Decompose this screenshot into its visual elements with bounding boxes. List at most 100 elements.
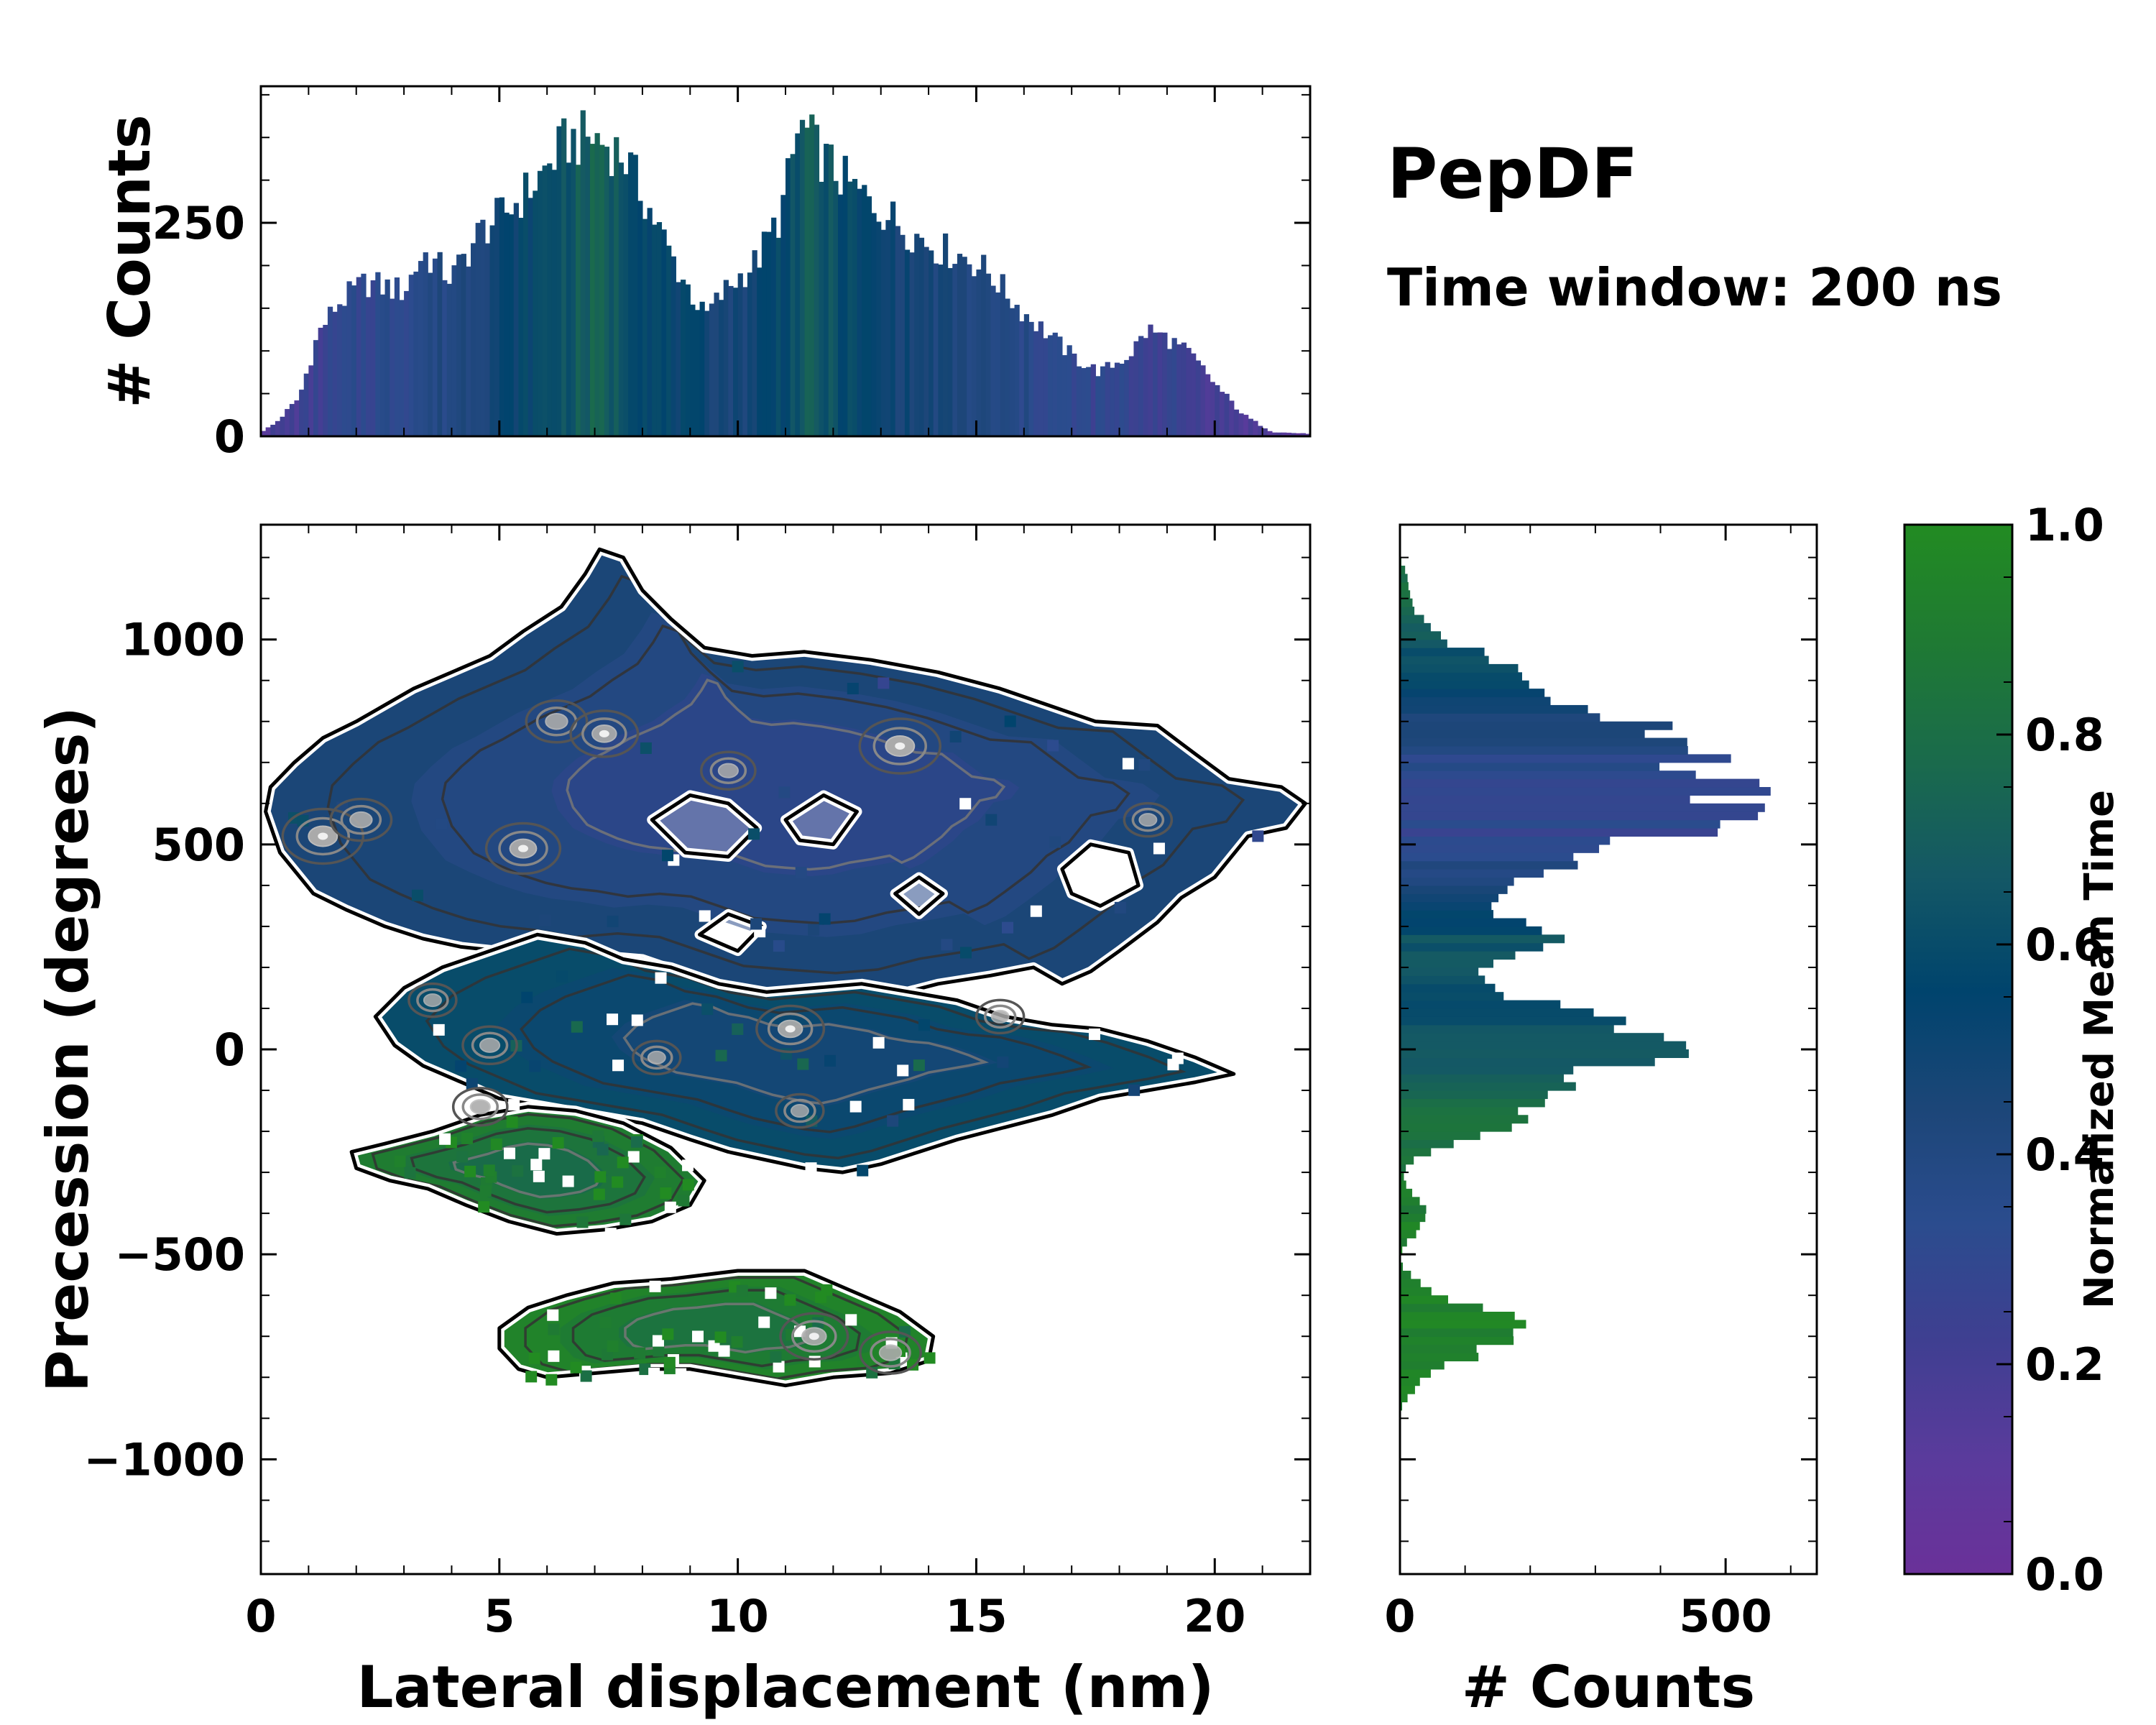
map-pixel [918, 1019, 930, 1031]
top-histogram-bar [1043, 338, 1049, 436]
top-histogram-bar [484, 243, 491, 436]
right-histogram-bar [1400, 1008, 1594, 1017]
right-histogram-xtick-label: 500 [1679, 1590, 1772, 1642]
right-histogram-bar [1400, 1221, 1420, 1230]
main-2d-map-panel: 0 5 10 15 20 −1000 −500 0 500 1000 Lateral displac… [34, 523, 1312, 1721]
top-histogram-bar [509, 214, 515, 436]
top-histogram-bar [370, 280, 376, 436]
density-peak-contour [461, 1025, 518, 1066]
map-pixel [887, 1115, 899, 1127]
top-histogram-bar [1072, 353, 1077, 436]
density-peak-contour [407, 982, 458, 1018]
map-pixel [627, 1151, 640, 1163]
top-histogram-bar [747, 272, 753, 436]
map-pixel [714, 1331, 727, 1343]
top-histogram-bar [690, 304, 696, 436]
map-pixel [654, 1167, 666, 1179]
right-histogram-bar [1400, 877, 1514, 886]
top-histogram-bar [1205, 374, 1211, 436]
main-2d-map-ytick-label: −1000 [83, 1433, 245, 1486]
map-pixel [394, 1155, 406, 1167]
right-histogram-bar [1400, 942, 1544, 952]
right-histogram-bar [1400, 910, 1494, 919]
top-histogram-bar [971, 276, 977, 436]
top-histogram-bar [1286, 433, 1292, 436]
right-histogram-bar [1400, 1213, 1426, 1223]
top-histogram-bar [943, 233, 949, 436]
right-histogram-panel: 0 500 # Counts [1384, 523, 1818, 1721]
top-histogram-bar [876, 221, 882, 436]
top-histogram-bar [1271, 432, 1278, 436]
right-histogram-bar [1400, 1295, 1449, 1305]
top-histogram-bar [609, 175, 614, 436]
map-pixel [508, 1099, 520, 1111]
top-histogram-bar [1258, 426, 1263, 436]
map-pixel [824, 1054, 836, 1067]
top-histogram-bar [413, 271, 419, 436]
map-pixel [784, 1294, 796, 1306]
top-histogram-bar [299, 390, 305, 436]
top-histogram-bar [871, 213, 877, 436]
right-histogram-bar [1400, 951, 1516, 960]
right-histogram-bar [1400, 795, 1690, 804]
right-histogram-xlabel: # Counts [1462, 1654, 1755, 1721]
top-histogram-bar [390, 298, 395, 436]
top-histogram-bar [313, 340, 319, 436]
top-histogram-bar [1061, 355, 1068, 436]
top-histogram-bar [418, 261, 424, 436]
top-histogram-bar [327, 306, 333, 436]
top-histogram-bar [585, 137, 591, 436]
top-histogram-bar [790, 154, 796, 436]
density-peak [545, 713, 568, 730]
map-pixel [913, 1059, 925, 1072]
top-histogram-bar [404, 290, 410, 436]
right-histogram-bar [1400, 1180, 1406, 1190]
top-histogram-bar [1200, 365, 1206, 436]
map-pixel [490, 1138, 502, 1151]
density-peak-max [785, 1025, 796, 1033]
right-histogram-bar [1400, 1131, 1480, 1141]
right-histogram-bar [1400, 885, 1508, 894]
map-pixel [663, 1356, 676, 1368]
region-upper-band-contour [441, 624, 1130, 925]
top-histogram-bar [285, 409, 290, 436]
top-histogram-bar [589, 144, 596, 436]
density-peak-contour [640, 1045, 673, 1070]
map-pixel [567, 705, 579, 717]
top-histogram-bar [1157, 332, 1163, 436]
map-pixel [612, 1176, 624, 1188]
right-histogram-bar [1400, 672, 1522, 681]
right-histogram-bar [1400, 721, 1673, 730]
top-histogram-bar [1195, 360, 1201, 436]
map-pixel [1088, 1028, 1100, 1040]
top-histogram-bar [719, 300, 724, 436]
map-pixel [1047, 740, 1059, 752]
main-2d-map-ylabel: Precession (degrees) [34, 707, 101, 1392]
top-histogram-bar [1110, 367, 1115, 436]
right-histogram-bar [1400, 1156, 1414, 1165]
right-histogram-bar [1400, 1246, 1403, 1255]
right-histogram-bar [1400, 1197, 1420, 1206]
map-pixel [538, 1148, 550, 1160]
map-pixel [617, 1156, 629, 1169]
map-pixel [631, 1014, 643, 1026]
right-histogram-bar [1400, 689, 1545, 698]
map-pixel [718, 1345, 730, 1357]
density-peak-contour [983, 1004, 1017, 1029]
density-peak-contour [461, 1093, 499, 1121]
right-histogram-bar [1400, 1065, 1574, 1075]
right-histogram-bar [1400, 1377, 1420, 1386]
top-histogram-bar [1023, 314, 1030, 436]
region-lower-arm-inner-shade [400, 1124, 655, 1216]
map-pixel [619, 1213, 632, 1225]
top-histogram-bar [775, 237, 781, 436]
top-histogram-bar [571, 129, 576, 436]
map-pixel [997, 1056, 1009, 1068]
top-histogram-bar [1048, 335, 1054, 436]
top-histogram-bar [1176, 344, 1182, 436]
top-histogram-bar [513, 203, 519, 436]
density-peak-contour [329, 797, 393, 842]
top-histogram-bar [990, 285, 996, 436]
right-histogram-bar [1400, 1262, 1404, 1271]
